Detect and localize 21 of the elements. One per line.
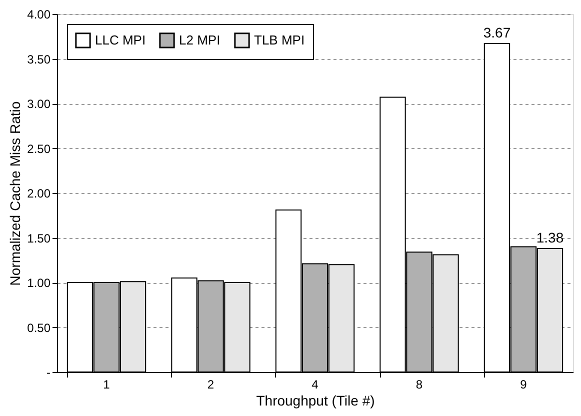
x-tick-label: 8 [416, 378, 423, 392]
data-label: 3.67 [483, 24, 511, 41]
y-tick-label: 3.50 [27, 52, 51, 66]
x-axis-title: Throughput (Tile #) [256, 392, 375, 408]
y-tick-label: 4.00 [27, 8, 51, 22]
y-tick-label: 2.00 [27, 186, 51, 200]
x-tick-label: 4 [312, 378, 319, 392]
y-tick-label: 2.50 [27, 142, 51, 156]
legend-label: TLB MPI [254, 32, 305, 48]
y-axis-title: Normalized Cache Miss Ratio [7, 101, 24, 286]
data-label: 1.38 [536, 229, 564, 246]
y-tick-label: - [46, 366, 50, 380]
x-tick-label: 1 [103, 378, 110, 392]
y-tick-label: 1.50 [27, 231, 51, 246]
y-tick-label: 3.00 [27, 97, 51, 111]
x-tick-label: 2 [207, 378, 214, 392]
y-tick-label: 0.50 [27, 320, 51, 335]
legend-label: L2 MPI [179, 32, 220, 48]
x-tick-label: 9 [520, 378, 528, 392]
legend-label: LLC MPI [95, 32, 146, 48]
y-tick-label: 1.00 [27, 276, 51, 290]
